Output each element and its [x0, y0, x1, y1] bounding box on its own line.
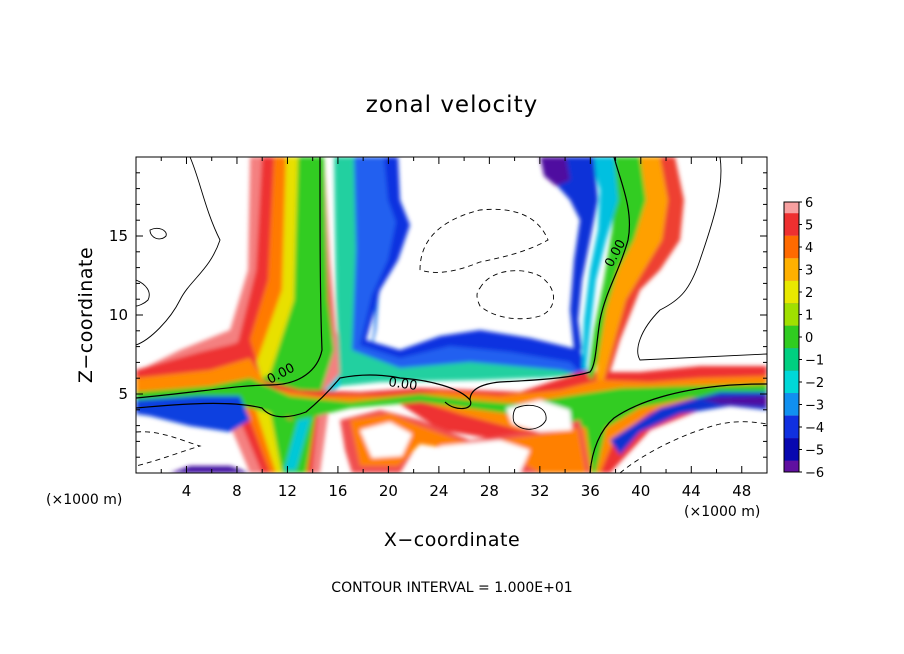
low-band-blue — [136, 396, 250, 432]
thin-contour-right — [637, 157, 767, 361]
y-tick-label: 15 — [109, 227, 128, 245]
colorbar-swatch — [784, 370, 799, 394]
plot-area: 0.00 0.00 0.00 — [135, 156, 768, 474]
thin-contour-small-loop — [149, 227, 167, 240]
right-column-purple — [540, 157, 570, 186]
x-tick-label: 28 — [480, 482, 499, 500]
lower-white-hole-2 — [440, 440, 530, 473]
lower-white-hole-1 — [360, 422, 412, 458]
colorbar-swatch — [784, 280, 799, 304]
colorbar-tick-label: 1 — [805, 309, 813, 324]
colorbar-tick-label: 5 — [805, 219, 813, 234]
velocity-field — [136, 157, 767, 473]
colorbar-tick-label: 6 — [805, 196, 813, 211]
y-tick-label: 10 — [109, 306, 128, 324]
x-tick-label: 48 — [732, 482, 751, 500]
zero-contour-left — [136, 157, 323, 399]
upper-blue-core — [350, 157, 580, 378]
y-tick-label: 5 — [118, 385, 128, 403]
x-axis-label: X−coordinate — [384, 529, 520, 551]
x-tick-label: 24 — [429, 482, 448, 500]
colorbar-tick-label: 3 — [805, 264, 813, 279]
chart-title: zonal velocity — [366, 92, 538, 118]
colorbar-swatch — [784, 415, 799, 439]
colorbar-tick-label: −6 — [805, 466, 824, 481]
colorbar-swatch — [784, 213, 799, 236]
dashed-contour-upper — [419, 208, 549, 273]
thin-contour-left-edge — [136, 279, 150, 307]
surface-purple-left — [170, 466, 250, 473]
contour-interval-note: CONTOUR INTERVAL = 1.000E+01 — [331, 580, 572, 596]
colorbar-swatch — [784, 303, 799, 326]
colorbar-swatch — [784, 325, 799, 349]
contour-label-middle: 0.00 — [387, 375, 418, 394]
dashed-contour-middle — [476, 270, 554, 320]
x-tick-label: 40 — [631, 482, 650, 500]
thin-contour-loop — [512, 404, 547, 430]
colorbar: 6 5 4 3 2 1 0 −1 −2 −3 −4 −5 −6 — [783, 196, 824, 481]
right-column-cyan — [582, 157, 618, 370]
colorbar-tick-label: 4 — [805, 241, 813, 256]
colorbar-swatch — [784, 348, 799, 371]
x-axis-unit: (×1000 m) — [684, 504, 760, 520]
lower-white-hole-3 — [506, 400, 572, 432]
x-tick-label: 32 — [530, 482, 549, 500]
colorbar-tick-label: −3 — [805, 399, 824, 414]
thin-contour-upper-left — [136, 157, 221, 346]
colorbar-tick-label: −5 — [805, 444, 824, 459]
colorbar-swatch — [784, 258, 799, 281]
zero-contour-right — [469, 157, 631, 401]
x-tick-label: 4 — [182, 482, 192, 500]
colorbar-tick-label: −1 — [805, 354, 824, 369]
low-band-right-purple — [700, 396, 767, 406]
y-axis-unit: (×1000 m) — [46, 492, 122, 508]
right-column-green — [588, 157, 646, 380]
x-tick-label: 16 — [328, 482, 347, 500]
colorbar-swatch — [784, 393, 799, 416]
x-tick-label: 20 — [379, 482, 398, 500]
colorbar-swatch — [784, 460, 799, 472]
colorbar-tick-label: 2 — [805, 286, 813, 301]
y-axis: 5 10 15 — [109, 172, 767, 458]
colorbar-tick-label: −4 — [805, 421, 824, 436]
dashed-contour-lower-right — [619, 421, 767, 473]
x-tick-label: 12 — [278, 482, 297, 500]
colorbar-swatch — [784, 438, 799, 461]
right-column-blue — [548, 157, 598, 350]
x-tick-label: 8 — [232, 482, 242, 500]
dashed-contour-lower-left — [136, 431, 202, 467]
zero-contour-bottom-right — [589, 383, 767, 473]
y-axis-label: Z−coordinate — [75, 247, 97, 383]
colorbar-swatch — [784, 235, 799, 259]
x-tick-label: 44 — [682, 482, 701, 500]
x-tick-label: 36 — [581, 482, 600, 500]
x-axis: 4 8 12 16 20 24 28 32 36 40 44 48 — [160, 157, 751, 500]
colorbar-tick-label: 0 — [805, 331, 813, 346]
right-column-orange — [596, 157, 668, 380]
colorbar-tick-label: −2 — [805, 376, 824, 391]
upper-green-cyan — [334, 157, 586, 386]
colorbar-swatch — [784, 202, 799, 214]
low-band-green — [136, 378, 767, 473]
low-band-orange — [136, 358, 767, 473]
contour-lines — [136, 157, 767, 473]
